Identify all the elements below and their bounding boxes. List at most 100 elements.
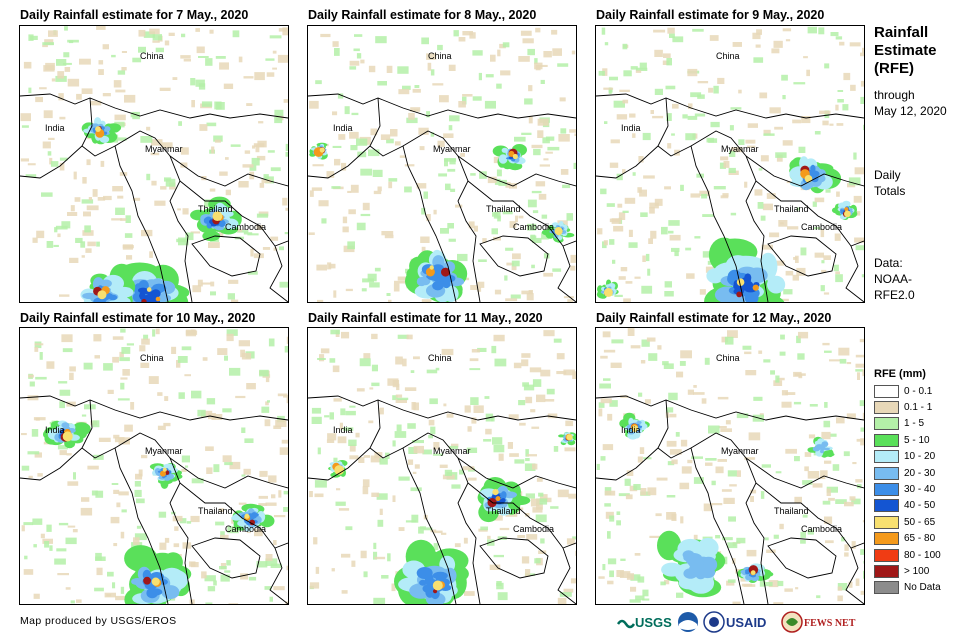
cambodia-label: Cambodia [801, 524, 842, 534]
myanmar-label: Myanmar [721, 144, 759, 154]
legend-label: 1 - 5 [904, 418, 925, 430]
country-borders [20, 395, 288, 604]
usaid-logo-text: USAID [726, 615, 766, 630]
country-borders [308, 93, 576, 302]
sidebar-title-line2: Estimate [874, 42, 937, 59]
sidebar-data-source2: RFE2.0 [874, 288, 915, 302]
rainfall-map: China India Myanmar Thailand Cambodia [308, 329, 576, 604]
cambodia-label: Cambodia [225, 524, 266, 534]
country-borders [308, 395, 576, 604]
india-label: India [333, 123, 353, 133]
sidebar-data-source: Data: NOAA- RFE2.0 [874, 255, 915, 303]
panel-title-7may: Daily Rainfall estimate for 7 May., 2020 [20, 8, 249, 22]
sidebar-title-line1: Rainfall [874, 24, 929, 41]
rainfall-field [308, 27, 576, 302]
china-label: China [428, 51, 452, 61]
legend-row: 20 - 30 [874, 465, 935, 481]
sidebar-title-line3: (RFE) [874, 60, 914, 77]
legend-row: > 100 [874, 563, 929, 579]
legend-label: 0.1 - 1 [904, 401, 933, 413]
legend-row: 40 - 50 [874, 498, 935, 514]
panel-title-10may: Daily Rainfall estimate for 10 May., 202… [20, 311, 256, 325]
india-label: India [621, 123, 641, 133]
legend-swatch [874, 433, 899, 447]
cambodia-label: Cambodia [801, 222, 842, 232]
country-borders [596, 395, 864, 604]
legend-row: 80 - 100 [874, 547, 941, 563]
legend-swatch [874, 532, 899, 546]
thailand-label: Thailand [486, 506, 521, 516]
thailand-label: Thailand [774, 204, 809, 214]
thailand-label: Thailand [198, 204, 233, 214]
sidebar-through: through May 12, 2020 [874, 87, 947, 119]
sidebar-through-text: through [874, 88, 915, 102]
legend-label: 80 - 100 [904, 549, 941, 561]
footer-credit: Map produced by USGS/EROS [20, 615, 177, 627]
rainfall-field [596, 328, 864, 604]
legend-swatch [874, 564, 899, 578]
legend-row: No Data [874, 580, 941, 596]
country-borders [596, 93, 864, 302]
sidebar-daily: Daily [874, 168, 901, 182]
map-panel-7may: China India Myanmar Thailand Cambodia [19, 25, 289, 303]
legend-row: 0 - 0.1 [874, 383, 932, 399]
india-label: India [333, 425, 353, 435]
rainfall-field [21, 328, 288, 604]
thailand-label: Thailand [774, 506, 809, 516]
map-panel-12may: China India Myanmar Thailand Cambodia [595, 327, 865, 605]
legend-label: 65 - 80 [904, 533, 936, 545]
china-label: China [140, 51, 164, 61]
thailand-label: Thailand [486, 204, 521, 214]
china-label: China [716, 51, 740, 61]
india-label: India [45, 425, 65, 435]
panel-title-12may: Daily Rainfall estimate for 12 May., 202… [596, 311, 832, 325]
agency-logos: USGS USAID FEWS NET [616, 611, 856, 633]
rainfall-map: China India Myanmar Thailand Cambodia [308, 27, 576, 302]
sidebar-daily-totals: Daily Totals [874, 167, 905, 199]
legend-label: 40 - 50 [904, 500, 936, 512]
map-panel-8may: China India Myanmar Thailand Cambodia [307, 25, 577, 303]
myanmar-label: Myanmar [433, 446, 471, 456]
sidebar-data-label: Data: [874, 256, 903, 270]
india-label: India [621, 425, 641, 435]
china-label: China [428, 353, 452, 363]
myanmar-label: Myanmar [145, 446, 183, 456]
legend-swatch [874, 417, 899, 431]
map-panel-10may: China India Myanmar Thailand Cambodia [19, 327, 289, 605]
legend-label: No Data [904, 582, 941, 594]
india-label: India [45, 123, 65, 133]
myanmar-label: Myanmar [721, 446, 759, 456]
sidebar-data-source1: NOAA- [874, 272, 913, 286]
legend-row: 65 - 80 [874, 531, 935, 547]
legend-label: 50 - 65 [904, 516, 936, 528]
rainfall-map: China India Myanmar Thailand Cambodia [596, 328, 864, 604]
legend-swatch [874, 548, 899, 562]
country-borders [20, 93, 288, 302]
legend-swatch [874, 400, 899, 414]
china-label: China [716, 353, 740, 363]
legend-swatch [874, 499, 899, 513]
myanmar-label: Myanmar [145, 144, 183, 154]
legend-row: 0.1 - 1 [874, 399, 932, 415]
sidebar-totals: Totals [874, 184, 906, 198]
rainfall-map: China India Myanmar Thailand Cambodia [20, 26, 288, 302]
legend-swatch [874, 384, 899, 398]
usgs-logo-text: USGS [635, 615, 672, 630]
legend-swatch [874, 466, 899, 480]
fewsnet-logo-text: FEWS NET [804, 618, 856, 629]
rainfall-map: China India Myanmar Thailand Cambodia [20, 328, 288, 604]
noaa-logo [678, 612, 698, 632]
legend-label: 0 - 0.1 [904, 385, 933, 397]
panel-title-9may: Daily Rainfall estimate for 9 May., 2020 [596, 8, 825, 22]
map-panel-11may: China India Myanmar Thailand Cambodia [307, 327, 577, 605]
myanmar-label: Myanmar [433, 144, 471, 154]
rainfall-field [20, 26, 288, 302]
legend-row: 5 - 10 [874, 432, 930, 448]
legend-label: 20 - 30 [904, 467, 936, 479]
fewsnet-logo: FEWS NET [781, 611, 856, 633]
legend-swatch [874, 450, 899, 464]
legend-label: 5 - 10 [904, 434, 930, 446]
sidebar-date: May 12, 2020 [874, 104, 947, 118]
usgs-logo: USGS [616, 615, 672, 630]
cambodia-label: Cambodia [513, 524, 554, 534]
